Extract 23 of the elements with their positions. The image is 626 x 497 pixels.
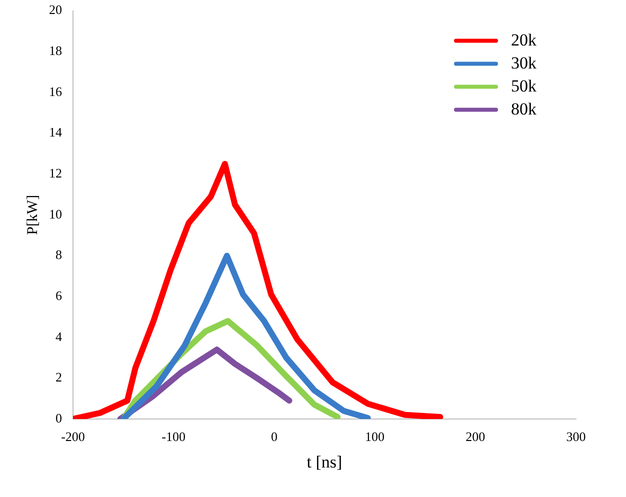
y-tick-label: 6 bbox=[56, 288, 62, 303]
y-tick-label: 14 bbox=[49, 124, 62, 140]
y-tick-label: 12 bbox=[49, 166, 62, 180]
x-tick-label: -200 bbox=[61, 429, 85, 444]
y-tick-label: 10 bbox=[49, 206, 62, 222]
legend-label: 30k bbox=[511, 53, 537, 72]
x-tick-label: 0 bbox=[270, 429, 278, 444]
y-axis-title: P[kW] bbox=[24, 194, 41, 235]
x-axis-title: t [ns] bbox=[306, 452, 342, 472]
x-tick-label: 100 bbox=[365, 429, 385, 444]
legend-label: 20k bbox=[511, 30, 537, 50]
y-tick-label: 20 bbox=[49, 2, 62, 18]
y-tick-label: 0 bbox=[56, 410, 62, 426]
legend-label: 80k bbox=[511, 99, 537, 118]
x-tick-label: -100 bbox=[162, 429, 186, 444]
legend-label: 50k bbox=[511, 76, 537, 96]
x-tick-label: 200 bbox=[466, 429, 486, 444]
y-tick-label: 8 bbox=[56, 247, 62, 262]
y-tick-label: 4 bbox=[56, 328, 62, 344]
x-tick-label: 300 bbox=[566, 429, 586, 444]
y-tick-label: 18 bbox=[49, 43, 62, 58]
y-tick-label: 2 bbox=[56, 370, 62, 385]
y-tick-label: 16 bbox=[49, 84, 62, 99]
